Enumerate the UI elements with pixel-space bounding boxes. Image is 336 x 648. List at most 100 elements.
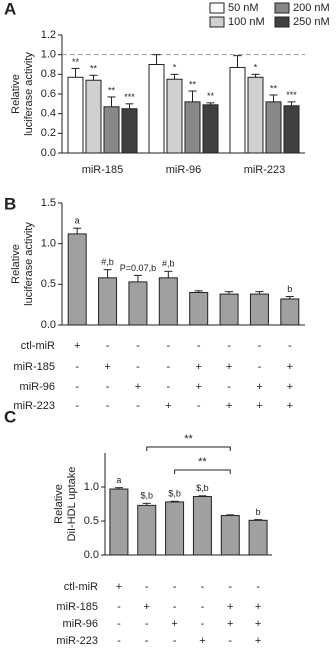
condition-sign: + [256,400,262,412]
condition-sign: + [195,361,201,373]
y-tick-label: 0.6 [41,88,56,100]
condition-label: miR-96 [63,618,98,630]
panel-label: A [4,0,16,18]
legend-swatch [209,16,225,28]
significance-label: ** [72,57,80,67]
bar [98,277,118,326]
condition-sign: + [255,635,261,647]
condition-sign: - [288,340,292,352]
bar [158,277,178,326]
condition-sign: - [75,381,79,393]
legend-swatch [274,16,290,28]
condition-sign: + [144,601,150,613]
x-tick-label: miR-96 [166,164,201,176]
y-tick-label: 0.8 [41,68,56,80]
condition-sign: - [166,340,170,352]
condition-sign: - [201,581,205,593]
comparison-bracket [174,469,231,474]
significance-label: P=0.07,b [120,263,156,273]
condition-sign: + [226,400,232,412]
condition-sign: + [226,361,232,373]
condition-sign: - [197,400,201,412]
significance-label: b [256,507,261,517]
condition-sign: - [256,581,260,593]
bar [192,496,212,556]
condition-sign: + [287,381,293,393]
significance-label: $,b [196,483,209,493]
condition-sign: - [117,618,121,630]
condition-label: ctl-miR [21,340,55,352]
panel-label: B [4,194,16,213]
condition-sign: - [145,635,149,647]
significance-label: ** [189,79,197,89]
y-tick-label: 1.0 [41,238,56,250]
significance-label: #,b [162,259,175,269]
bar [229,66,246,154]
y-tick-label: 0.0 [41,147,56,159]
condition-sign: - [166,381,170,393]
y-tick-label: 0.5 [84,515,99,527]
bar [128,281,148,326]
y-tick-label: 1.0 [41,49,56,61]
bar [109,488,129,556]
condition-sign: + [165,400,171,412]
y-tick-label: 0.4 [41,108,56,120]
condition-sign: + [287,400,293,412]
condition-sign: - [201,618,205,630]
condition-sign: - [173,581,177,593]
y-axis-label: Relative [10,244,22,284]
comparison-label: ** [198,456,207,468]
y-axis-label: luciferase activity [23,222,35,306]
legend-swatch [274,2,290,14]
condition-sign: - [201,601,205,613]
significance-label: *** [124,92,135,102]
y-tick-label: 0.2 [41,127,56,139]
legend-swatch [209,2,225,14]
condition-sign: + [227,601,233,613]
bar [249,293,269,326]
condition-sign: + [171,618,177,630]
significance-label: a [116,475,121,485]
condition-sign: + [199,635,205,647]
condition-sign: - [166,361,170,373]
y-tick-label: 0.0 [41,319,56,331]
significance-label: *** [286,90,297,100]
condition-sign: - [227,340,231,352]
significance-label: ** [207,91,215,101]
y-tick-label: 0.0 [84,549,99,561]
comparison-label: ** [184,433,193,445]
bar [220,515,240,556]
condition-sign: - [197,340,201,352]
condition-sign: - [228,635,232,647]
y-tick-label: 0.5 [41,278,56,290]
condition-label: miR-185 [13,361,55,373]
legend-label: 100 nM [228,16,265,28]
legend-label: 50 nM [228,2,259,14]
significance-label: a [75,216,80,226]
bar [67,233,87,326]
bar [67,76,84,154]
condition-label: miR-223 [13,400,55,412]
condition-label: miR-185 [56,601,98,613]
condition-sign: + [255,601,261,613]
condition-sign: - [106,381,110,393]
condition-sign: - [228,581,232,593]
bar [103,106,120,154]
x-tick-label: miR-185 [82,164,124,176]
bar [247,76,264,154]
bar [219,293,239,326]
significance-label: #,b [101,257,114,267]
condition-sign: - [106,340,110,352]
condition-sign: - [258,361,262,373]
condition-sign: - [136,361,140,373]
condition-sign: + [104,361,110,373]
y-tick-label: 1.5 [41,197,56,209]
bar [165,501,185,556]
condition-sign: - [136,400,140,412]
y-axis-label: Relative [10,74,22,114]
bar [166,78,183,154]
bar [148,64,165,154]
bar [283,105,300,154]
condition-sign: - [173,635,177,647]
y-axis-label: Relative [53,484,65,524]
